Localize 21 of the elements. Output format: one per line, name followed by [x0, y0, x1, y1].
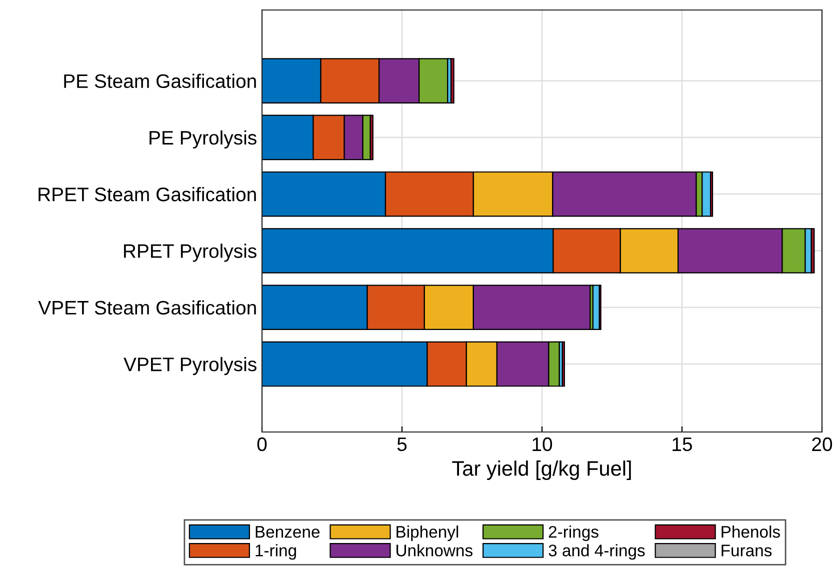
y-tick-label: RPET Steam Gasification: [38, 187, 256, 202]
legend-label: Unknowns: [396, 544, 472, 556]
legend-label: 2-rings: [548, 526, 598, 542]
x-tick-label: 5: [397, 438, 407, 452]
legend-label: Biphenyl: [396, 526, 458, 542]
bar: [450, 58, 454, 104]
legend-label: 3 and 4-rings: [548, 544, 645, 560]
x-tick-label: 10: [532, 437, 552, 452]
legend-label: 1-ring: [256, 544, 296, 560]
x-tick-label: 15: [672, 438, 692, 452]
x-axis-title: Tar yield [g/kg Fuel]: [452, 460, 631, 480]
x-tick-label: 0: [257, 437, 267, 452]
x-tick-label: 20: [812, 437, 832, 452]
y-tick-label: VPET Steam Gasification: [38, 300, 256, 315]
legend-label: Phenols: [722, 526, 780, 538]
legend-label: Furans: [722, 544, 772, 556]
y-tick-label: VPET Pyrolysis: [124, 356, 256, 376]
legend-label: Benzene: [256, 526, 320, 538]
y-tick-label: RPET Pyrolysis: [124, 244, 256, 262]
y-tick-label: PE Pyrolysis: [150, 130, 256, 149]
y-tick-label: PE Steam Gasification: [64, 74, 256, 88]
